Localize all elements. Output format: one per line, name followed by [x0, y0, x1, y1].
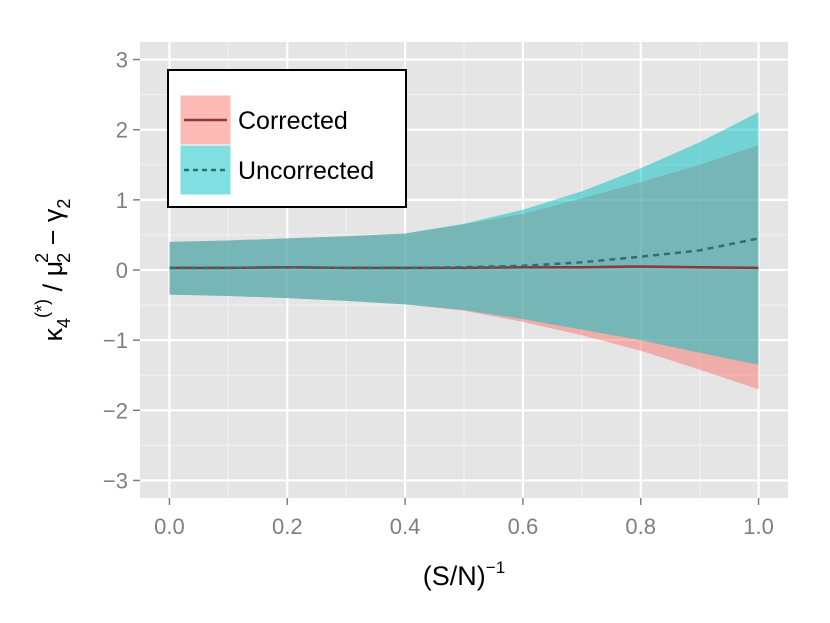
x-tick-label: 0.6	[508, 514, 539, 539]
x-tick-label: 0.0	[154, 514, 185, 539]
legend-label-corrected: Corrected	[238, 107, 348, 135]
mean-lines	[169, 237, 759, 270]
y-title-gamma-sub: 2	[54, 199, 74, 209]
y-tick-label: −2	[103, 398, 128, 423]
y-title-gamma: γ	[38, 208, 68, 222]
y-tick-label: 1	[116, 188, 128, 213]
x-tick-label: 0.8	[625, 514, 656, 539]
y-axis-ticks: −3 −2 −1 0 1 2 3	[103, 48, 140, 493]
y-title-slash: /	[38, 276, 68, 299]
y-title-kappa: κ	[38, 327, 68, 341]
y-tick-label: 2	[116, 118, 128, 143]
x-tick-label: 0.2	[272, 514, 303, 539]
y-title-mu-sub: 2	[54, 253, 74, 263]
y-title-kappa-sub: 4	[54, 318, 74, 328]
y-tick-label: 3	[116, 48, 128, 73]
x-axis-title-base: (S/N)	[423, 561, 486, 591]
x-axis-ticks: 0.0 0.2 0.4 0.6 0.8 1.0	[154, 498, 774, 539]
y-title-minus: −	[38, 222, 68, 253]
band-uncorrected	[169, 112, 759, 365]
y-tick-label: 0	[116, 258, 128, 283]
x-tick-label: 0.4	[390, 514, 421, 539]
x-tick-label: 1.0	[743, 514, 774, 539]
y-title-mu-sup: 2	[32, 253, 52, 263]
x-axis-title-sup: −1	[486, 558, 505, 577]
y-tick-label: −1	[103, 328, 128, 353]
y-tick-label: −3	[103, 468, 128, 493]
legend-label-uncorrected: Uncorrected	[238, 157, 374, 185]
legend: Corrected Uncorrected	[167, 69, 407, 208]
line-corrected	[169, 265, 759, 270]
y-axis-title: κ4(*) / μ22 − γ2	[32, 199, 74, 342]
y-title-kappa-sup: (*)	[32, 299, 52, 318]
y-title-mu: μ	[38, 261, 68, 277]
x-axis-title: (S/N)−1	[423, 558, 505, 591]
